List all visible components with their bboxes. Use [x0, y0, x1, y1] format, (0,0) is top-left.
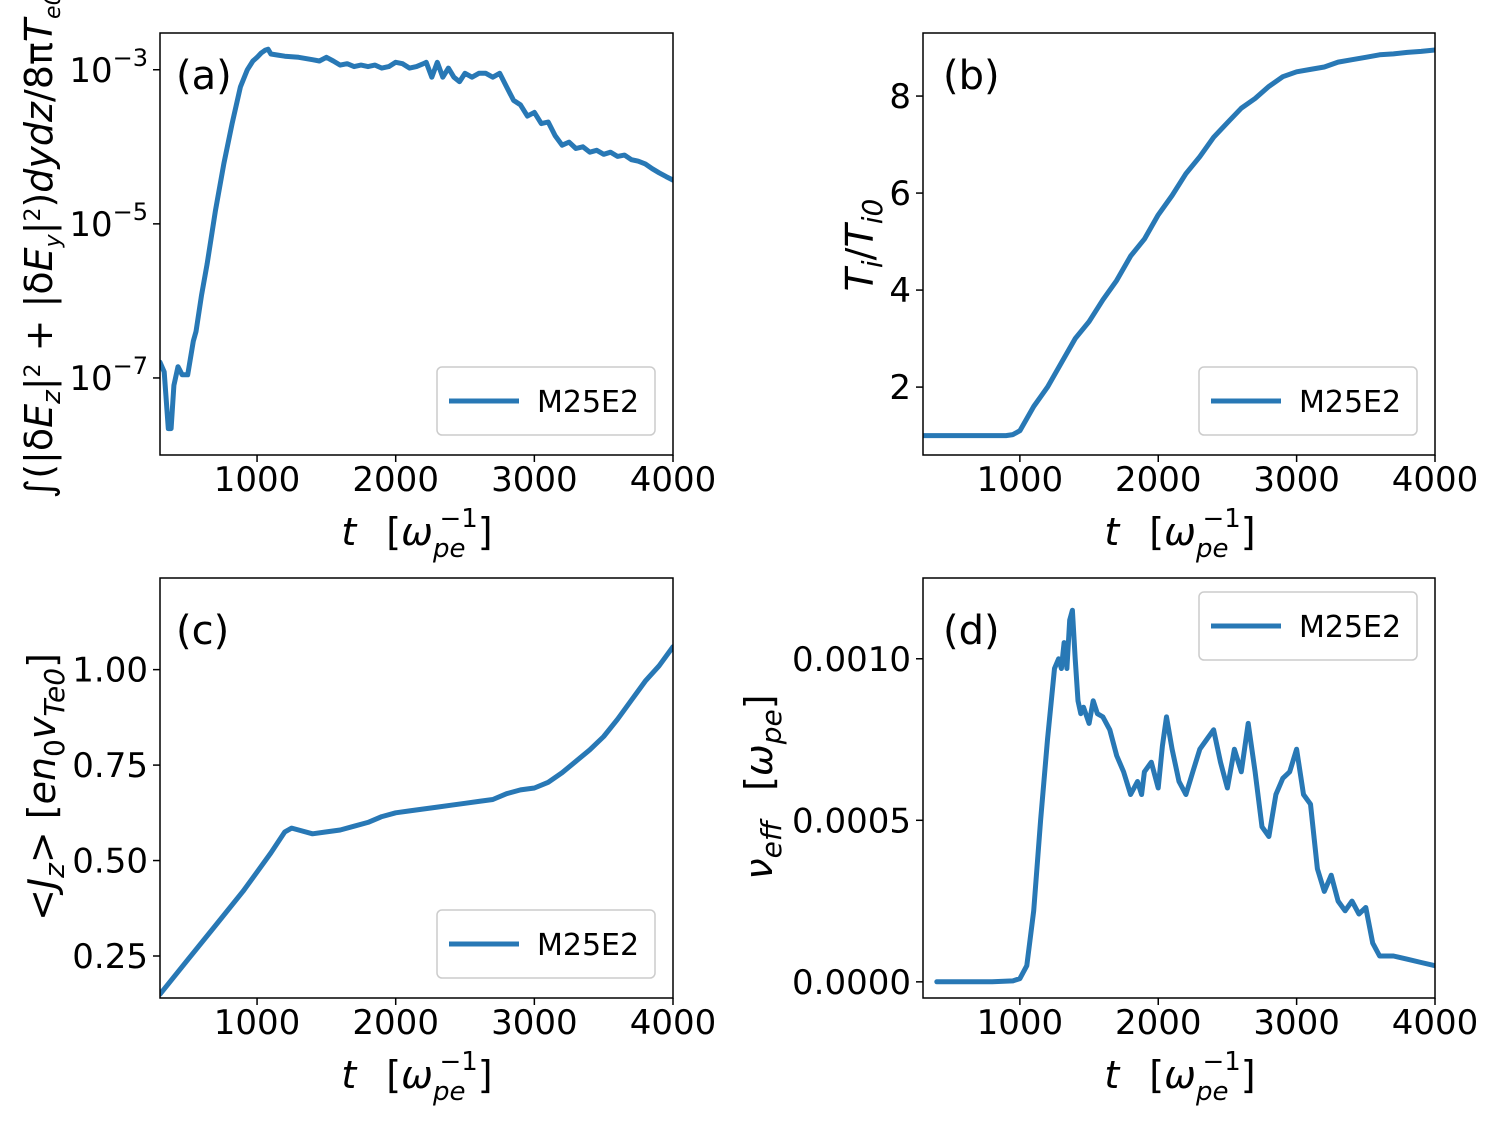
- panel-a-legend-box: [436, 366, 656, 436]
- panel-c-xlabel: t [ωpe−1]: [341, 1047, 492, 1107]
- panel-c-y-tick-label: 0.75: [72, 746, 148, 786]
- panel-b: 1000 2000 3000 4000 2 4 6 8 M25E2 (b) Ti/Ti0 t [ω…: [838, 32, 1479, 564]
- panel-c-x-tick-label: 4000: [630, 1003, 717, 1043]
- panel-b-y-tick-label: 2: [889, 368, 911, 408]
- panel-c-x-tick-label: 2000: [352, 1003, 439, 1043]
- panel-b-x-tick-label: 1000: [977, 460, 1064, 500]
- panel-c-y-tick-label: 1.00: [72, 651, 148, 691]
- panel-c-y-tick-label: 0.50: [72, 842, 148, 882]
- panel-d-ylabel: νeff[ωpe]: [737, 694, 788, 879]
- panel-c-x-tick-label: 3000: [491, 1003, 578, 1043]
- panel-b-x-tick-label: 3000: [1253, 460, 1340, 500]
- panel-d-y-tick-label: 0.0005: [792, 801, 911, 841]
- panel-b-y-tick-label: 4: [889, 271, 911, 311]
- panel-b-legend-box: [1198, 366, 1418, 436]
- panel-b-ylabel: Ti/Ti0: [838, 199, 889, 292]
- panel-d-y-tick-label: 0.0010: [792, 640, 911, 680]
- panel-a-ylabel: ∫(|δEz|2 + |δEy|2)dydz/8πTe0: [17, 0, 67, 499]
- panel-c-ylabel: <Jz> [en0vTe0]: [20, 653, 71, 921]
- panel-a-x-tick-label: 2000: [352, 460, 439, 500]
- panel-c-series-line: [160, 644, 673, 997]
- panel-d-label: (d): [943, 608, 1000, 654]
- panel-a-y-tick-label: 10−7: [69, 352, 148, 399]
- panel-c-x-tick-label: 1000: [214, 1003, 301, 1043]
- panel-d-x-tick-label: 1000: [977, 1003, 1064, 1043]
- panel-d-legend-label: M25E2: [1299, 610, 1401, 645]
- panel-a-x-tick-label: 4000: [630, 460, 717, 500]
- panel-d-legend-box: [1198, 591, 1418, 661]
- panel-b-y-tick-label: 8: [889, 77, 911, 117]
- panel-b-x-tick-label: 4000: [1392, 460, 1479, 500]
- panel-d: 1000 2000 3000 40000.00000.00050.0010M25E2 …: [737, 577, 1479, 1107]
- panel-a: 1000 2000 3000 4000 10−7 10−5 10−3 M25E2 (a) ∫(…: [17, 0, 716, 564]
- panel-c-y-tick-label: 0.25: [72, 937, 148, 977]
- panel-c-plot-area: 1000 2000 3000 4000 0.25 0.50 0.75 1.00 M25E2: [72, 577, 717, 1043]
- panel-d-x-tick-label: 3000: [1253, 1003, 1340, 1043]
- panel-d-plot-area: 1000 2000 3000 4000 0.0000 0.0005 0.0010 M25E2: [792, 577, 1479, 1043]
- panel-d-x-tick-label: 4000: [1392, 1003, 1479, 1043]
- panel-b-legend-label: M25E2: [1299, 385, 1401, 420]
- panel-b-xlabel: t [ωpe−1]: [1104, 504, 1255, 564]
- panel-b-plot-area: 1000 2000 3000 4000 2 4 6 8 M25E2: [889, 32, 1479, 500]
- panel-a-plot-area: 1000 2000 3000 4000 10−7 10−5 10−3 M25E2: [69, 32, 717, 500]
- panel-b-label: (b): [943, 53, 1000, 99]
- panel-d-xlabel: t [ωpe−1]: [1104, 1047, 1255, 1107]
- panel-d-y-tick-label: 0.0000: [792, 963, 911, 1003]
- panel-b-x-tick-label: 2000: [1115, 460, 1202, 500]
- panel-c-legend-label: M25E2: [537, 928, 639, 963]
- panel-a-x-tick-label: 3000: [491, 460, 578, 500]
- panel-a-xlabel: t [ωpe−1]: [341, 504, 492, 564]
- panel-a-label: (a): [176, 53, 232, 99]
- panel-b-series-line: [923, 47, 1435, 439]
- panel-d-axes-frame: [922, 577, 1436, 999]
- panel-d-x-tick-label: 2000: [1115, 1003, 1202, 1043]
- panel-a-y-tick-label: 10−5: [69, 198, 148, 245]
- panel-c-legend-box: [436, 909, 656, 979]
- panel-b-y-tick-label: 6: [889, 174, 911, 214]
- panel-a-series-line: [160, 46, 673, 432]
- panel-a-legend-label: M25E2: [537, 385, 639, 420]
- panel-c-label: (c): [176, 608, 229, 654]
- panel-c-axes-frame: [159, 577, 674, 999]
- panel-a-y-tick-label: 10−3: [69, 44, 148, 91]
- panel-a-x-tick-label: 1000: [214, 460, 301, 500]
- panel-a-axes-frame: [159, 32, 674, 456]
- panel-b-axes-frame: [922, 32, 1436, 456]
- panel-c: 1000 2000 3000 4000 0.25 0.50 0.75 1.00 M25E2 (c…: [20, 577, 717, 1107]
- panel-d-series-line: [934, 607, 1435, 985]
